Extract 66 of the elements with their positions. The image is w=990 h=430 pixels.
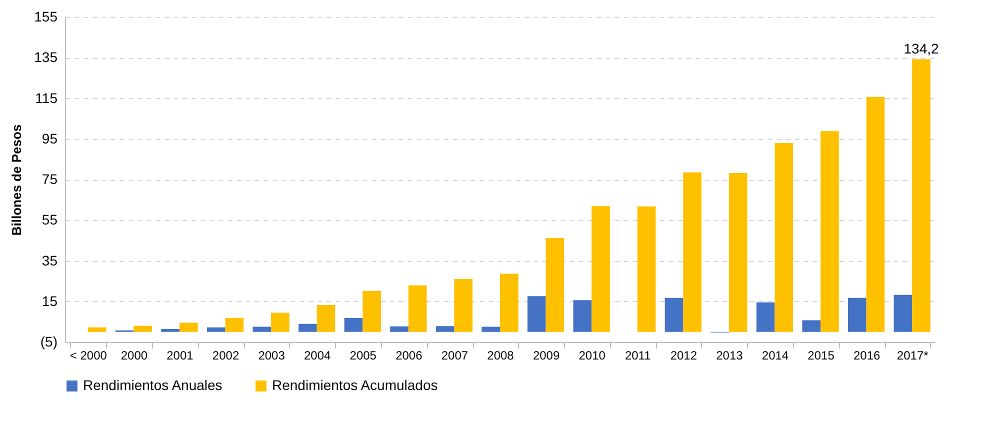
bar <box>225 318 244 332</box>
bar <box>728 173 748 332</box>
y-tick-label: 35 <box>42 252 58 268</box>
bar <box>344 318 363 332</box>
bar <box>894 294 912 332</box>
bar <box>802 320 821 332</box>
bar <box>774 142 794 332</box>
x-tick-label: 2014 <box>762 348 789 362</box>
bar <box>664 298 684 332</box>
x-tick-label: 2003 <box>258 348 286 362</box>
bar <box>637 206 656 332</box>
bar <box>912 59 930 332</box>
bar <box>88 327 106 332</box>
x-tick-label: 2000 <box>120 348 148 362</box>
x-tick-label: 2017* <box>896 348 929 362</box>
y-axis-title: Billones de Pesos <box>9 124 24 236</box>
x-tick-label: 2004 <box>304 348 332 362</box>
x-tick-label: 2015 <box>808 348 835 362</box>
y-tick-label: 155 <box>34 8 58 24</box>
bar <box>454 279 473 332</box>
bar <box>408 285 427 332</box>
bar <box>206 327 226 332</box>
legend-label: Rendimientos Acumulados <box>272 377 438 393</box>
data-label: 134,2 <box>904 40 939 56</box>
bar <box>298 324 317 332</box>
x-tick-label: 2010 <box>578 348 606 362</box>
y-tick-label: 55 <box>42 212 58 228</box>
bar <box>546 238 564 332</box>
bar <box>390 326 408 332</box>
bar <box>866 97 885 332</box>
bar <box>134 326 152 332</box>
y-tick-label: 135 <box>34 49 58 66</box>
legend-label: Rendimientos Anuales <box>83 377 222 393</box>
x-tick-label: 2011 <box>624 348 652 362</box>
bar <box>316 305 336 332</box>
bar <box>527 296 546 332</box>
x-tick-label: 2008 <box>487 348 514 362</box>
bar <box>436 326 454 332</box>
bar <box>592 206 610 332</box>
bar <box>573 300 592 332</box>
y-tick-label: 15 <box>42 292 58 309</box>
bar <box>500 274 518 332</box>
x-tick-label: 2009 <box>532 348 560 362</box>
bar <box>271 312 290 332</box>
y-tick-label: 95 <box>42 130 58 146</box>
bar <box>820 131 839 332</box>
bar <box>252 326 272 332</box>
x-tick-label: 2005 <box>350 348 377 362</box>
x-tick-label: 2012 <box>670 348 698 362</box>
y-tick-label: (5) <box>40 334 58 350</box>
bar <box>179 322 198 332</box>
x-tick-label: 2006 <box>396 348 423 362</box>
x-tick-label: 2013 <box>716 348 744 362</box>
bar <box>683 172 702 332</box>
bar <box>161 329 180 332</box>
x-tick-label: 2016 <box>853 348 880 362</box>
bar <box>362 290 381 332</box>
bar <box>848 298 866 332</box>
x-tick-label: < 2000 <box>70 348 108 362</box>
y-tick-label: 75 <box>42 171 58 187</box>
x-tick-label: 2007 <box>441 348 468 362</box>
x-tick-label: 2001 <box>166 348 194 362</box>
bar <box>756 302 775 332</box>
y-tick-label: 115 <box>35 90 58 106</box>
bar <box>482 326 500 332</box>
x-tick-label: 2002 <box>212 348 240 362</box>
